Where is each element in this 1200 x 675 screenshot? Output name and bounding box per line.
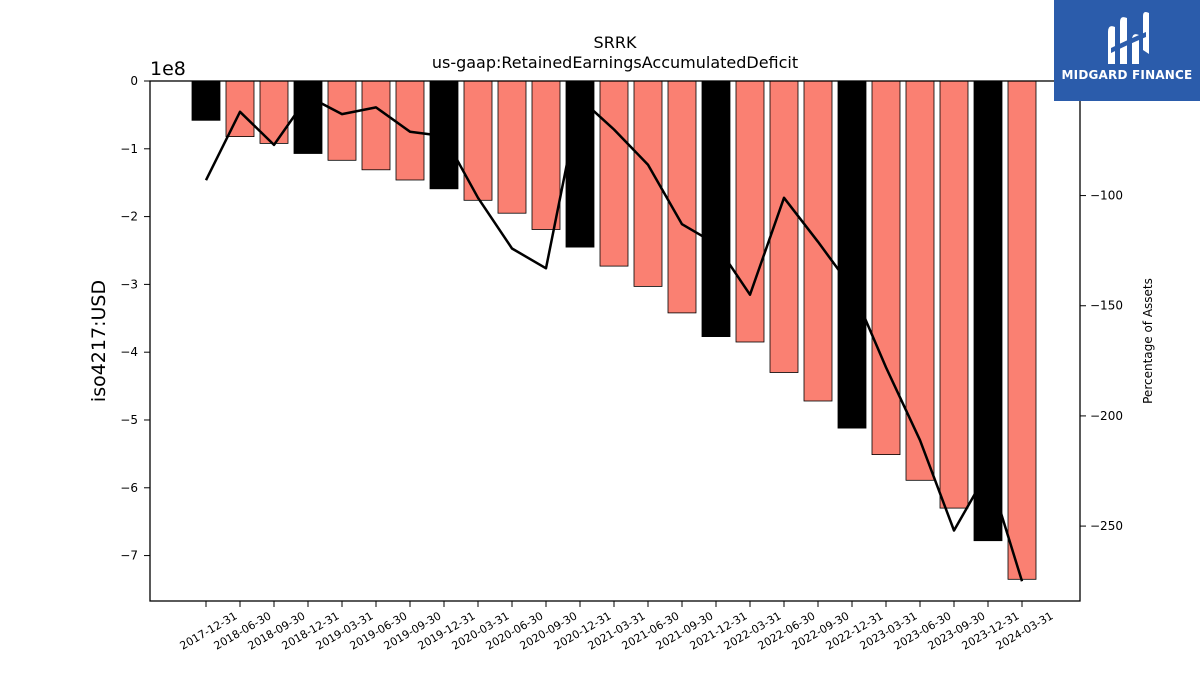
y-tick-label: −1: [120, 142, 138, 156]
bar-2021-12-31: [701, 80, 731, 338]
y-axis-label: iso4217:USD: [88, 280, 110, 402]
y-ticks: 0 −1 −2 −3 −4 −5 −6 −7: [120, 74, 150, 563]
bar-2024-03-31: [1007, 80, 1037, 580]
bar-2022-09-30: [803, 80, 833, 402]
bar-2018-12-31: [293, 80, 323, 154]
bar-2019-03-31: [327, 80, 357, 161]
axes: [149, 80, 1081, 602]
y-right-tick-label: −150: [1090, 299, 1123, 313]
y-tick-label: 0: [130, 74, 138, 88]
plot-frame: [149, 80, 1081, 602]
y-tick-label: −5: [120, 413, 138, 427]
y-axis-label-right: Percentage of Assets: [1141, 278, 1155, 404]
y-tick-label: −3: [120, 277, 138, 291]
line-series: [204, 95, 1024, 582]
chart-subtitle: us-gaap:RetainedEarningsAccumulatedDefic…: [432, 53, 798, 72]
bar-2022-03-31: [735, 80, 765, 343]
y-tick-label: −7: [120, 549, 138, 563]
y-tick-label: −6: [120, 481, 138, 495]
y-ticks-right: −100 −150 −200 −250: [1080, 189, 1123, 533]
bar-2020-06-30: [497, 80, 527, 214]
bar-2021-06-30: [633, 80, 663, 287]
x-ticks: 2017-12-312018-06-302018-09-302018-12-31…: [178, 601, 1056, 653]
bar-2017-12-31: [191, 80, 221, 121]
bar-2020-09-30: [531, 80, 561, 230]
bar-2021-09-30: [667, 80, 697, 314]
y-right-tick-label: −250: [1090, 519, 1123, 533]
bar-2023-06-30: [905, 80, 935, 481]
bar-2021-03-31: [599, 80, 629, 267]
bar-2018-06-30: [225, 80, 255, 137]
logo-text: MIDGARD FINANCE: [1061, 68, 1193, 82]
bar-2023-09-30: [939, 80, 969, 509]
chart-title: SRRK: [594, 33, 637, 52]
y-right-tick-label: −100: [1090, 189, 1123, 203]
bar-2019-06-30: [361, 80, 391, 171]
logo: MIDGARD FINANCE: [1054, 0, 1200, 101]
bar-2023-03-31: [871, 80, 901, 456]
y-right-tick-label: −200: [1090, 409, 1123, 423]
bar-2023-12-31: [973, 80, 1003, 542]
y-tick-label: −2: [120, 210, 138, 224]
y-axis-exponent: 1e8: [150, 58, 186, 80]
bar-series: [191, 80, 1037, 580]
bar-2022-12-31: [837, 80, 867, 429]
y-tick-label: −4: [120, 345, 138, 359]
midgard-m-icon: [1108, 12, 1149, 65]
